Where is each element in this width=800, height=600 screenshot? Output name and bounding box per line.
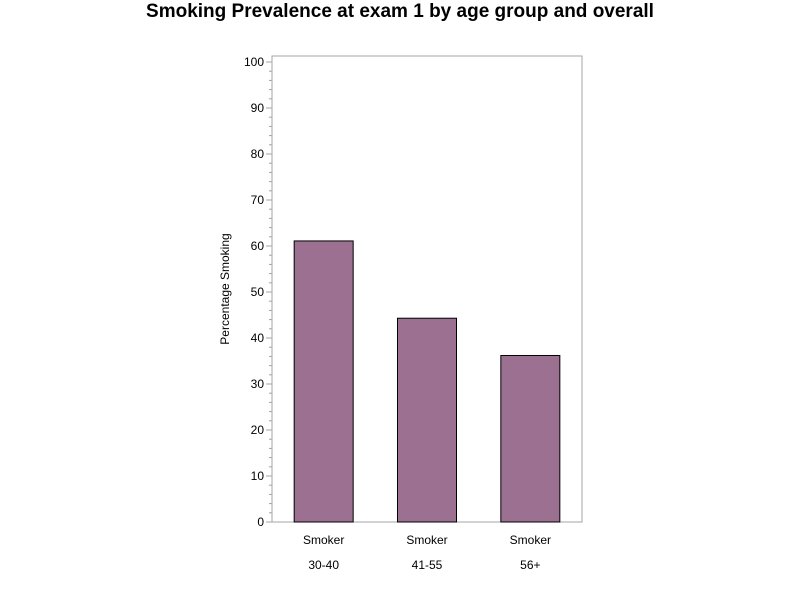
y-tick-label: 50 <box>251 285 265 299</box>
y-tick-label: 80 <box>251 147 265 161</box>
bar <box>500 354 561 523</box>
x-tick-label: 56+ <box>520 558 540 572</box>
chart-title: Smoking Prevalence at exam 1 by age grou… <box>146 1 654 22</box>
x-tick-label: 30-40 <box>308 558 339 572</box>
x-tick-label: Smoker <box>303 533 344 547</box>
bar <box>397 317 457 523</box>
bar <box>293 240 354 523</box>
y-tick-label: 70 <box>251 193 265 207</box>
y-tick-label: 100 <box>244 55 264 69</box>
y-tick-label: 60 <box>251 239 265 253</box>
y-tick-label: 0 <box>257 515 264 529</box>
y-axis-label: Percentage Smoking <box>218 233 232 344</box>
y-tick-label: 10 <box>251 469 265 483</box>
y-tick-label: 20 <box>251 423 265 437</box>
y-tick-label: 30 <box>251 377 265 391</box>
x-tick-label: Smoker <box>406 533 447 547</box>
x-tick-label: 41-55 <box>412 558 443 572</box>
x-tick-label: Smoker <box>510 533 551 547</box>
y-tick-label: 40 <box>251 331 265 345</box>
y-tick-label: 90 <box>251 101 265 115</box>
